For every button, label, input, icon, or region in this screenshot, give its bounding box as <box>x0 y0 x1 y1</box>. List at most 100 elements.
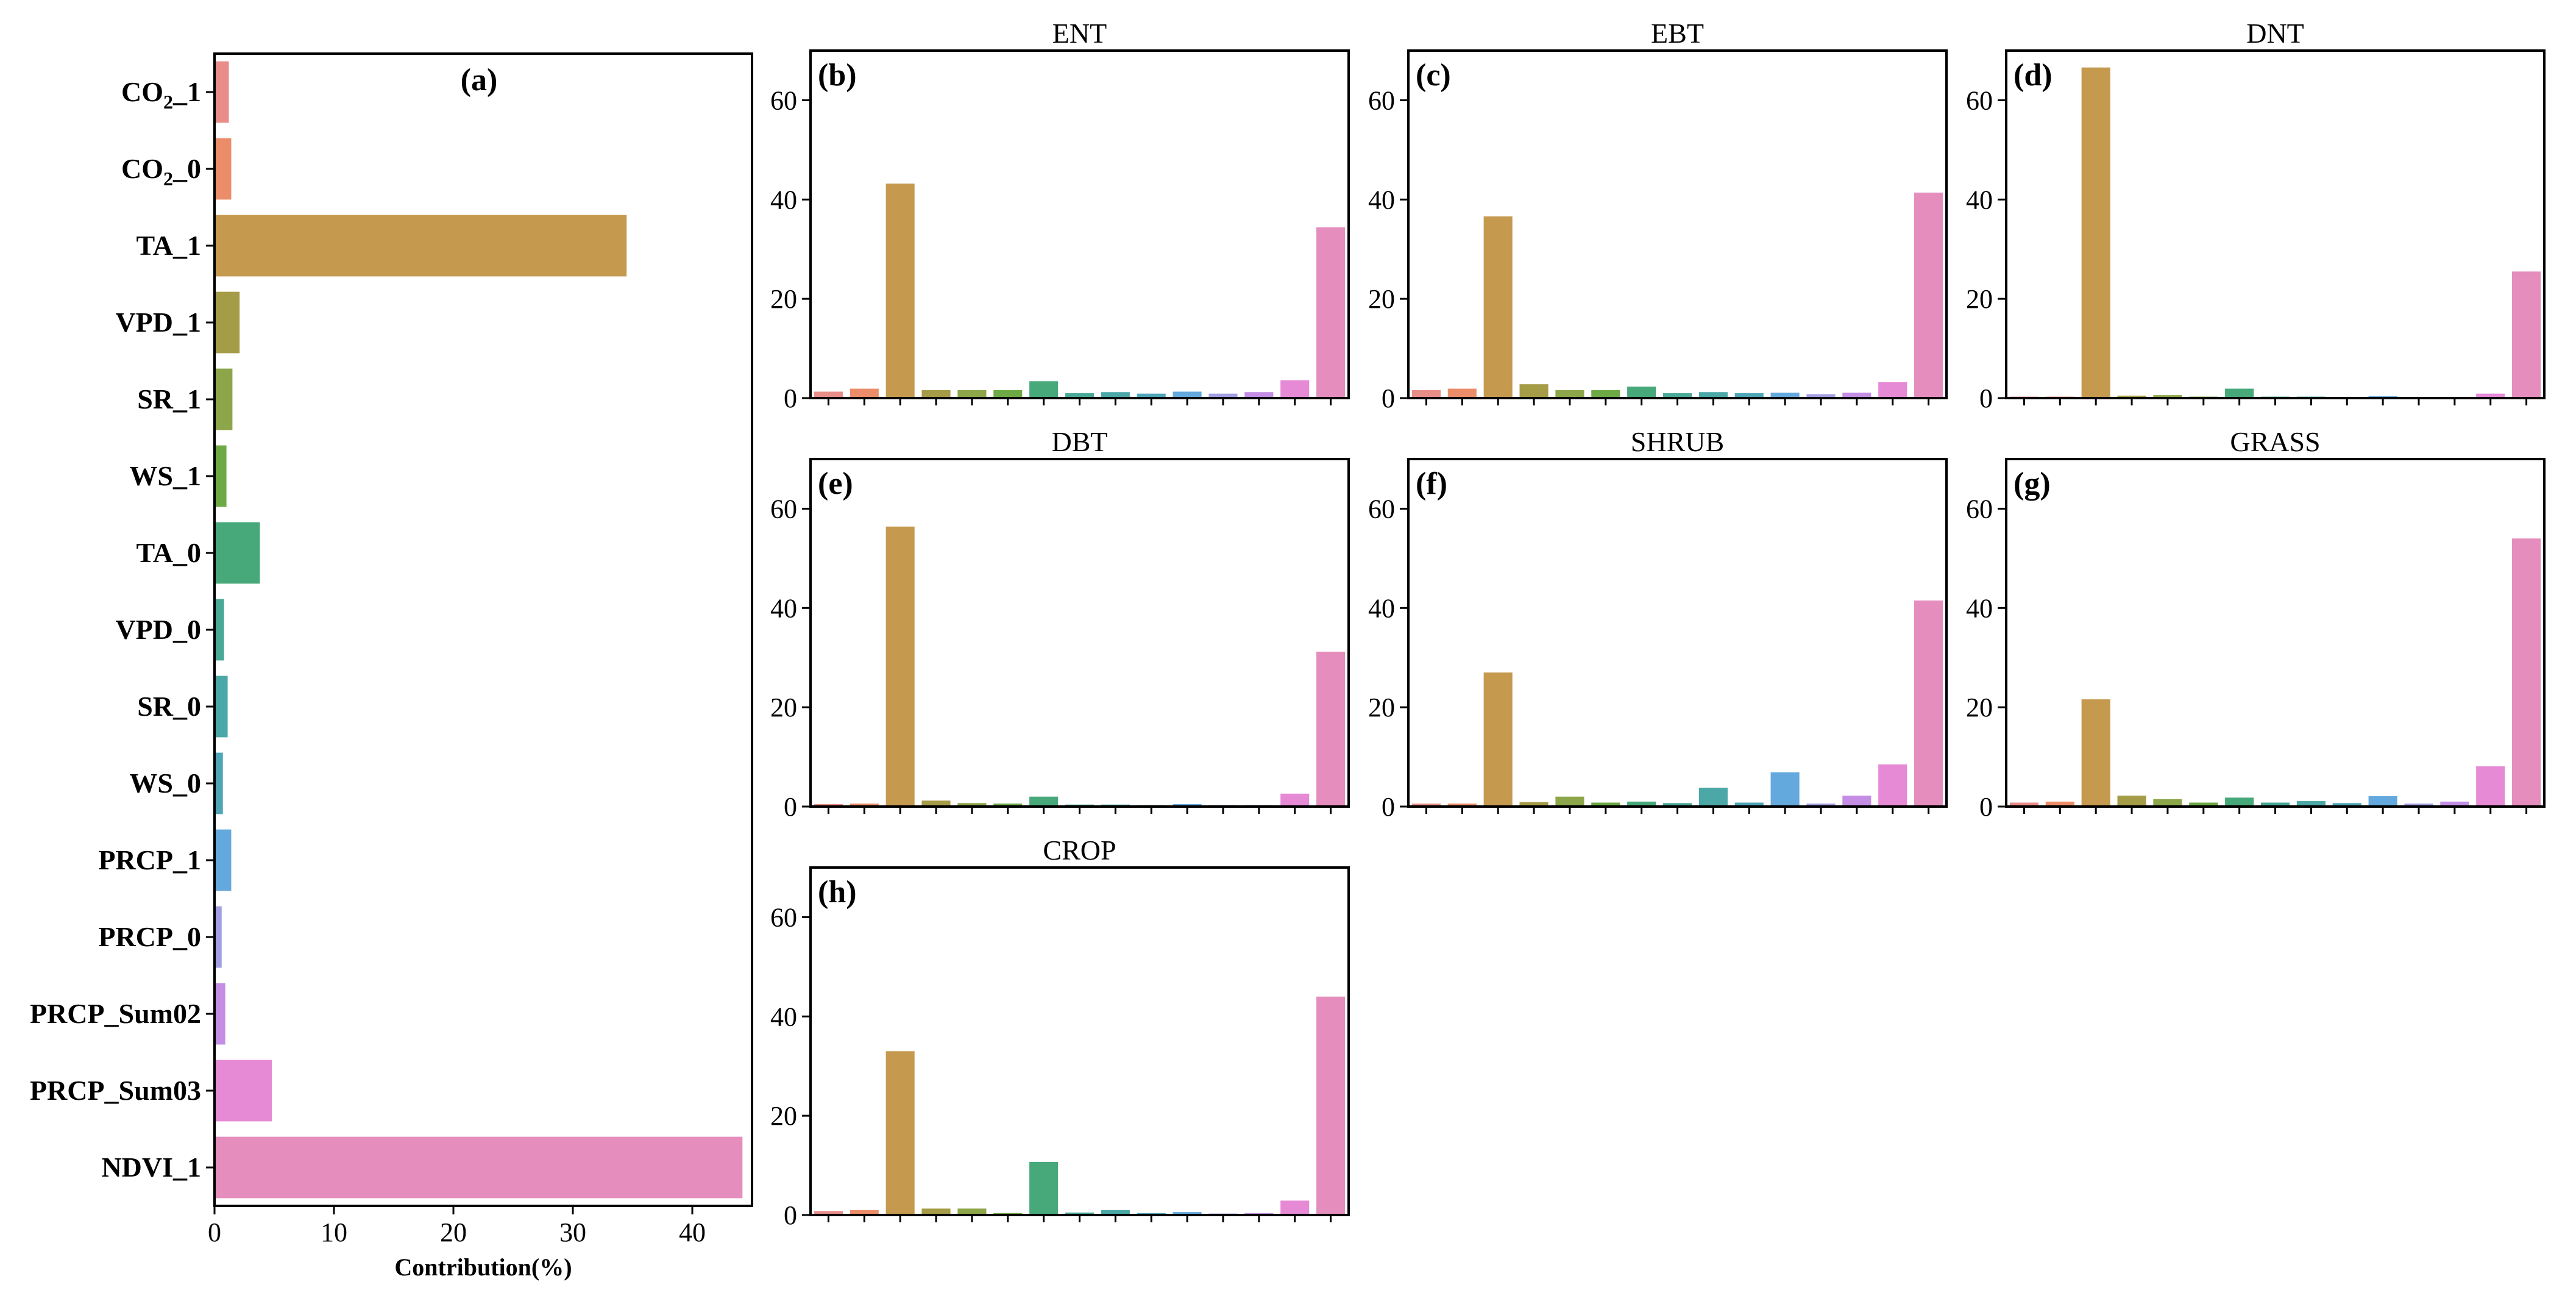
xtick-label: 0 <box>208 1217 221 1247</box>
bar <box>885 184 915 398</box>
plot-frame <box>1407 458 1948 808</box>
bar <box>1698 788 1728 807</box>
bar <box>1208 393 1238 398</box>
plot-frame <box>2005 49 2546 399</box>
plot-frame <box>809 49 1350 399</box>
bar <box>2296 801 2326 807</box>
plot-frame <box>809 866 1350 1216</box>
panel-label: (a) <box>461 63 498 98</box>
bar <box>921 1208 951 1215</box>
panel-title: CROP <box>1043 835 1116 866</box>
bar <box>2368 796 2397 807</box>
panel-label: (b) <box>818 58 857 93</box>
bar <box>850 804 879 807</box>
ytick-label: 60 <box>770 494 797 524</box>
ytick-label: NDVI_1 <box>101 1152 201 1183</box>
bar-sr_0 <box>215 675 228 738</box>
panel-label: (h) <box>818 875 857 910</box>
panel-title: GRASS <box>2230 426 2320 457</box>
panel-label: (d) <box>2014 58 2053 93</box>
xtick-label: 10 <box>321 1217 347 1247</box>
bar <box>2440 801 2469 807</box>
bar <box>1411 804 1441 807</box>
ytick-label: WS_1 <box>129 460 201 491</box>
ytick-label: PRCP_Sum02 <box>30 998 201 1029</box>
panel-label: (g) <box>2014 466 2051 501</box>
ytick-label: 20 <box>1368 693 1395 722</box>
bar <box>1555 390 1584 398</box>
ytick-label: 60 <box>1368 494 1395 524</box>
bar <box>1662 393 1692 398</box>
ytick-label: SR_1 <box>137 383 201 415</box>
bar <box>2153 799 2182 807</box>
bar <box>2332 803 2361 807</box>
panel-a: CO2_1 CO2_0 TA_1 VPD_1 SR_1 WS_1 TA_0 VPD_0 SR_0… <box>30 52 753 1281</box>
bar <box>1698 392 1728 398</box>
bar <box>2081 699 2110 807</box>
ytick-label: PRCP_Sum03 <box>30 1075 201 1106</box>
bar-vpd_1 <box>215 291 240 354</box>
bar <box>1137 393 1166 398</box>
bar <box>1101 1210 1130 1215</box>
bar <box>1173 1212 1202 1215</box>
panel-title: EBT <box>1651 18 1704 49</box>
bar <box>1316 651 1346 807</box>
ytick-label: 40 <box>1966 185 1993 215</box>
panel-crop: 0 20 40 60 CROP (h) <box>770 835 1350 1230</box>
ytick-label: 0 <box>1382 792 1395 822</box>
bar-co2_1 <box>215 61 229 123</box>
bar <box>1280 380 1310 398</box>
bar <box>1316 227 1346 398</box>
ytick-label: 0 <box>784 792 797 822</box>
bar <box>2117 395 2146 398</box>
bar-sr_1 <box>215 368 233 430</box>
panel-grass: 0 20 40 60 GRASS (g) <box>1966 426 2546 822</box>
panel-label: (c) <box>1416 58 1451 93</box>
panel-title: DBT <box>1052 426 1108 457</box>
bar <box>2117 796 2146 807</box>
bar <box>1734 802 1764 807</box>
ytick-label: 40 <box>1966 593 1993 623</box>
bar <box>1842 796 1872 807</box>
bar <box>2476 393 2505 398</box>
bar <box>1280 793 1310 807</box>
bar <box>1447 388 1477 398</box>
bar <box>1914 600 1943 807</box>
ytick-label: VPD_0 <box>115 614 201 645</box>
ytick-label: PRCP_0 <box>98 921 201 952</box>
bar <box>1806 804 1836 807</box>
bar <box>814 804 843 807</box>
panel-title: ENT <box>1052 18 1107 49</box>
ytick-label: 0 <box>1382 383 1395 413</box>
bar <box>1244 392 1274 398</box>
ytick-label: 60 <box>770 902 797 932</box>
bar <box>957 390 987 398</box>
bar <box>1280 1200 1310 1215</box>
bar <box>2081 67 2110 398</box>
plot-frame <box>2005 458 2546 808</box>
bar <box>2225 388 2254 398</box>
bar <box>1447 804 1477 807</box>
bar <box>1555 796 1584 807</box>
panel-title: DNT <box>2246 18 2304 49</box>
ytick-label: 20 <box>770 284 797 314</box>
bar <box>1662 803 1692 807</box>
ytick-label: 40 <box>770 185 797 215</box>
ytick-label: 0 <box>1979 792 1993 822</box>
bar <box>1101 392 1130 398</box>
bar <box>885 526 915 807</box>
ytick-label: SR_0 <box>137 691 201 722</box>
bar-ta_0 <box>215 522 260 584</box>
bar <box>1591 802 1620 807</box>
ytick-label: 60 <box>1966 85 1993 115</box>
panel-title: SHRUB <box>1631 426 1724 457</box>
ytick-label: 20 <box>1966 693 1993 722</box>
bar <box>957 1208 987 1215</box>
bar <box>814 1211 843 1215</box>
bar <box>993 390 1023 398</box>
bar <box>2045 801 2074 807</box>
bar <box>1065 393 1095 398</box>
bar <box>993 804 1023 807</box>
bar-vpd_0 <box>215 599 224 661</box>
bar <box>2009 802 2038 807</box>
